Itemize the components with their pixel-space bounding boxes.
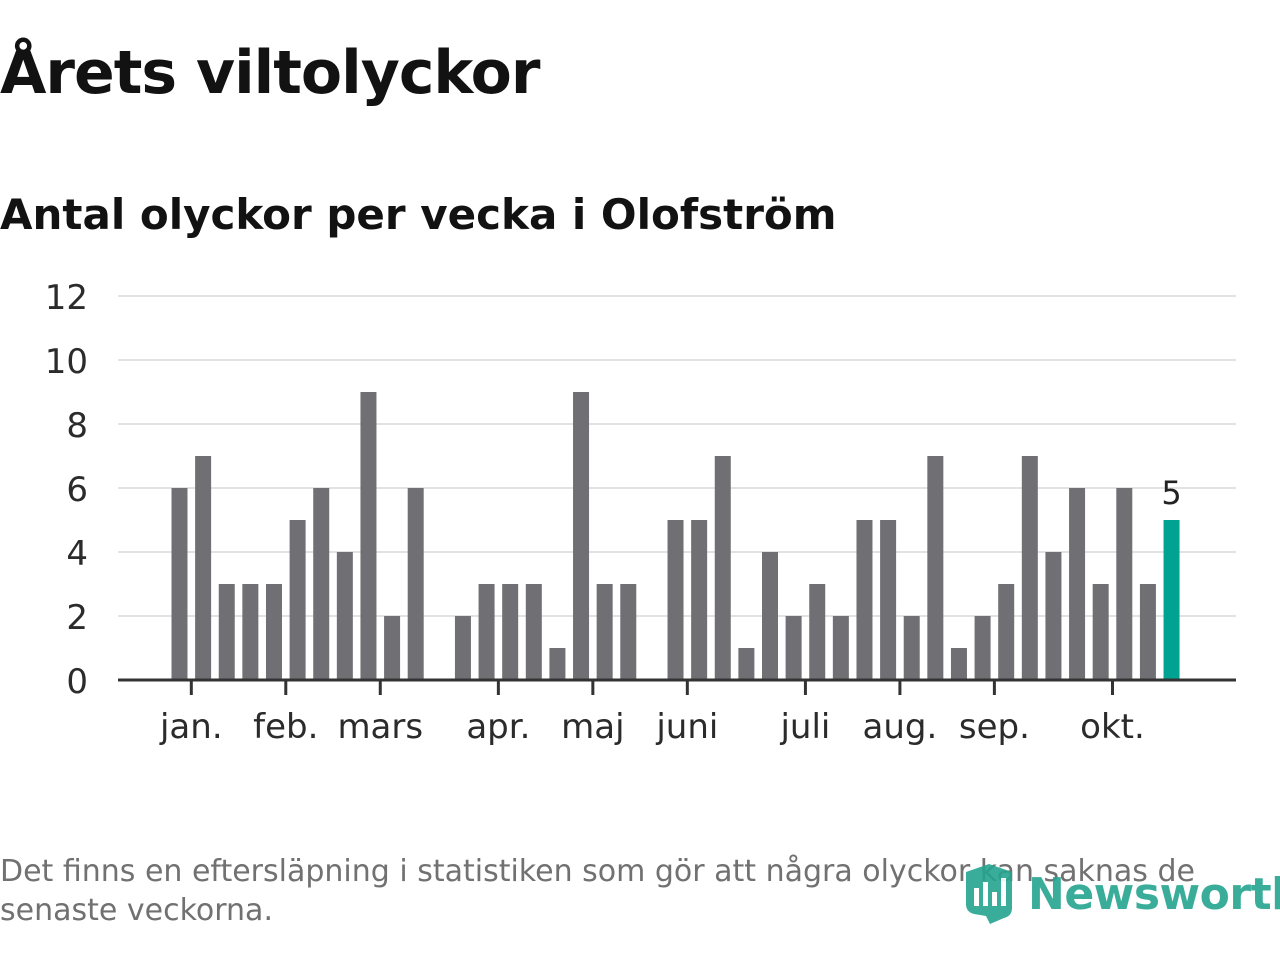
bar bbox=[596, 584, 613, 680]
bar bbox=[620, 584, 637, 680]
x-tick-label: maj bbox=[561, 707, 624, 747]
bar bbox=[880, 520, 897, 680]
bar bbox=[549, 648, 566, 680]
bar bbox=[573, 392, 590, 680]
bar bbox=[691, 520, 708, 680]
bar bbox=[1069, 488, 1086, 680]
x-tick-label: jan. bbox=[159, 707, 223, 747]
bar bbox=[738, 648, 755, 680]
bar bbox=[1116, 488, 1133, 680]
bar bbox=[171, 488, 188, 680]
bar bbox=[1139, 584, 1156, 680]
bar bbox=[407, 488, 424, 680]
highlight-bar bbox=[1163, 520, 1180, 680]
bar bbox=[336, 552, 353, 680]
bar bbox=[478, 584, 495, 680]
bar bbox=[265, 584, 282, 680]
chart-subtitle: Antal olyckor per vecka i Olofström bbox=[0, 190, 837, 239]
bar-chart: 0 2 4 6 8 10 12 5 jan. feb. mars apr. maj juni juli aug… bbox=[45, 278, 1236, 747]
x-tick-label: juni bbox=[655, 707, 718, 747]
bar bbox=[856, 520, 873, 680]
x-tick-label: apr. bbox=[466, 707, 530, 747]
y-tick-label: 6 bbox=[66, 470, 88, 510]
bar bbox=[454, 616, 471, 680]
bar bbox=[1092, 584, 1109, 680]
x-tick-label: juli bbox=[779, 707, 830, 747]
bar bbox=[360, 392, 377, 680]
bar bbox=[384, 616, 401, 680]
bar bbox=[313, 488, 330, 680]
bar bbox=[242, 584, 259, 680]
bar bbox=[218, 584, 235, 680]
data-label: 5 bbox=[1161, 474, 1181, 512]
x-tick-label: okt. bbox=[1080, 707, 1145, 747]
brand-logo[interactable]: Newsworthy bbox=[964, 862, 1280, 926]
x-tick-label: sep. bbox=[959, 707, 1030, 747]
bar bbox=[762, 552, 778, 680]
bar bbox=[502, 584, 519, 680]
page-title: Årets viltolyckor bbox=[0, 38, 540, 108]
bar bbox=[832, 616, 849, 680]
x-tick-label: aug. bbox=[863, 707, 938, 747]
y-tick-label: 12 bbox=[45, 278, 88, 318]
bar bbox=[195, 456, 212, 680]
bar bbox=[950, 648, 967, 680]
y-tick-label: 0 bbox=[66, 662, 88, 702]
bar bbox=[903, 616, 920, 680]
bar bbox=[1045, 552, 1062, 680]
bar bbox=[525, 584, 542, 680]
y-tick-label: 10 bbox=[45, 342, 88, 382]
x-tick-label: feb. bbox=[253, 707, 318, 747]
y-tick-label: 8 bbox=[66, 406, 88, 446]
bar bbox=[1021, 456, 1038, 680]
y-tick-label: 2 bbox=[66, 598, 88, 638]
bar bbox=[667, 520, 684, 680]
y-tick-label: 4 bbox=[66, 534, 88, 574]
bar bbox=[927, 456, 944, 680]
x-tick-label: mars bbox=[337, 707, 423, 747]
brand-name: Newsworthy bbox=[1028, 868, 1280, 920]
bar bbox=[714, 456, 731, 680]
bar bbox=[974, 616, 991, 680]
bar bbox=[809, 584, 826, 680]
bar bbox=[785, 616, 802, 680]
newsworthy-logo-icon bbox=[966, 864, 1012, 924]
bar bbox=[998, 584, 1015, 680]
bar bbox=[289, 520, 306, 680]
